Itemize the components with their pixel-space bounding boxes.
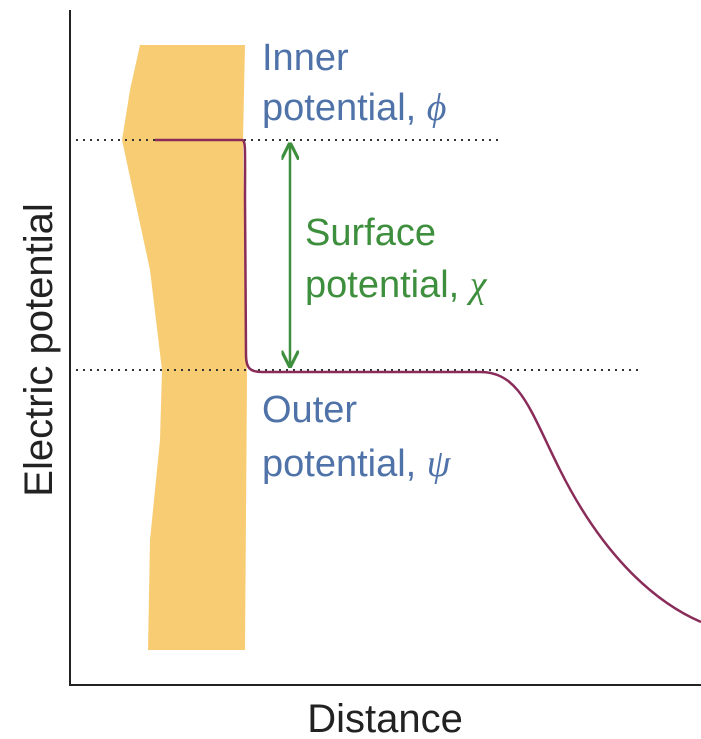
inner-label-word: potential, xyxy=(262,87,416,129)
inner-symbol: ϕ xyxy=(427,87,447,129)
inner-label-2: potential, ϕ xyxy=(262,87,446,129)
surface-symbol: χ xyxy=(466,264,488,306)
inner-label-1: Inner xyxy=(262,37,349,79)
potential-curve xyxy=(155,138,701,624)
outer-label-word: potential, xyxy=(262,443,416,485)
x-axis-label: Distance xyxy=(307,697,463,739)
outer-label-1: Outer xyxy=(262,389,357,431)
surface-label-1: Surface xyxy=(305,212,436,254)
outer-symbol: ψ xyxy=(427,443,452,485)
surface-label-2: potential, χ xyxy=(305,264,488,306)
slab xyxy=(122,45,247,650)
outer-label-2: potential, ψ xyxy=(262,443,452,485)
surface-label-word: potential, xyxy=(305,264,459,306)
y-axis-label: Electric potential xyxy=(17,203,61,496)
